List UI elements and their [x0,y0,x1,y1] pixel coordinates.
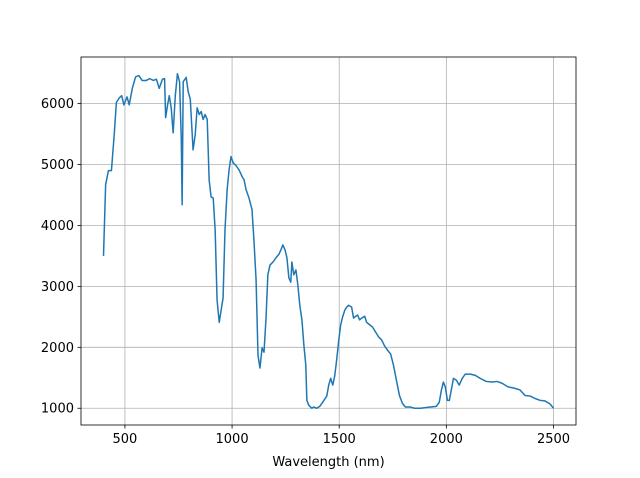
x-tick-label: 500 [113,432,138,447]
y-tick-label: 2000 [41,341,74,356]
x-axis-label: Wavelength (nm) [272,455,384,470]
x-tick-label: 2000 [430,432,463,447]
y-tick-label: 6000 [41,97,74,112]
y-tick-label: 5000 [41,158,74,173]
y-tick-label: 1000 [41,402,74,417]
x-tick-label: 2500 [537,432,570,447]
x-tick-label: 1000 [216,432,249,447]
y-tick-label: 4000 [41,219,74,234]
data-line [102,73,555,409]
plot-frame [80,56,577,426]
y-tick-label: 3000 [41,280,74,295]
x-tick-label: 1500 [323,432,356,447]
